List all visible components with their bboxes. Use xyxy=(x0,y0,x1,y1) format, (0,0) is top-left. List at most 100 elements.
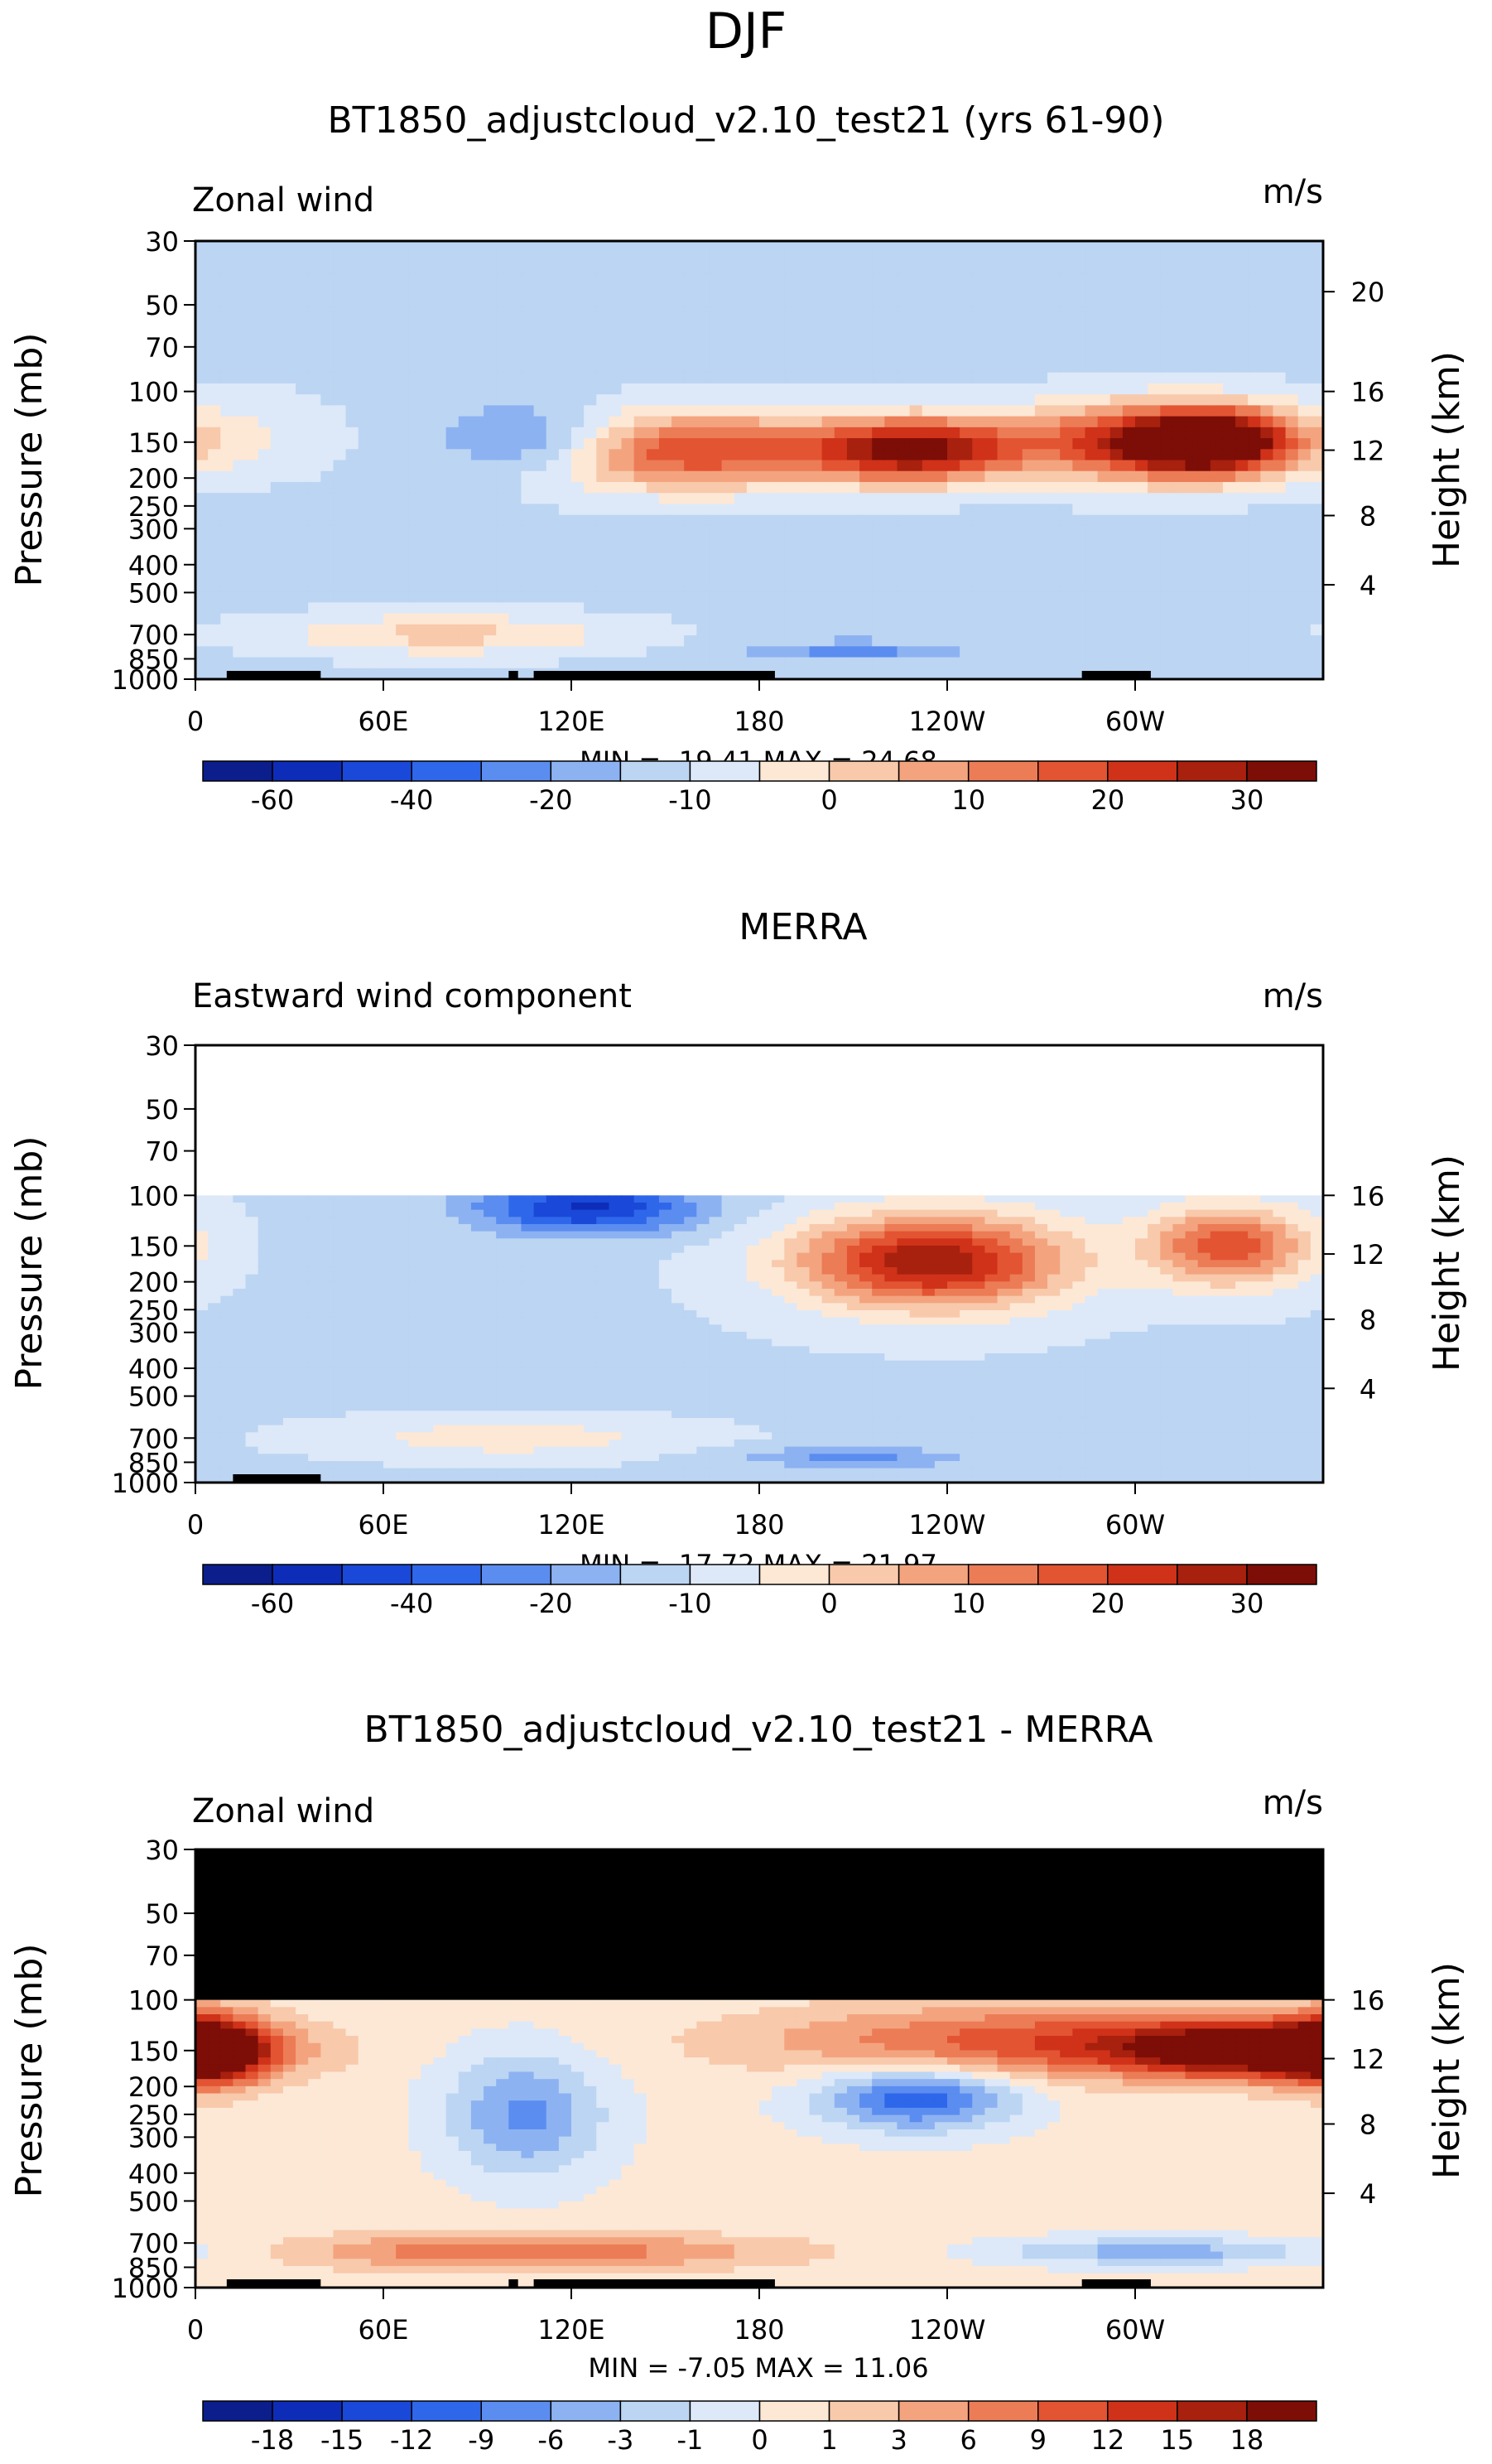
field-cell xyxy=(922,284,936,297)
field-cell xyxy=(1047,481,1061,494)
field-cell xyxy=(1022,438,1036,450)
field-cell xyxy=(208,580,221,592)
field-cell xyxy=(408,1389,421,1397)
field-cell xyxy=(859,493,873,504)
field-cell xyxy=(433,1475,447,1483)
field-cell xyxy=(458,1281,472,1290)
field-cell xyxy=(421,602,435,615)
field-cell xyxy=(834,263,848,275)
field-cell xyxy=(947,383,960,395)
field-cell xyxy=(370,1367,384,1376)
field-cell xyxy=(972,646,985,658)
colorbar-label: 30 xyxy=(1230,784,1264,816)
field-cell xyxy=(396,668,409,680)
field-cell xyxy=(508,537,522,548)
field-cell xyxy=(208,1223,221,1232)
field-cell xyxy=(1197,602,1211,615)
field-cell xyxy=(1310,263,1324,275)
field-cell xyxy=(458,1338,472,1347)
field-cell xyxy=(1097,504,1111,516)
field-cell xyxy=(370,284,384,297)
field-cell xyxy=(470,470,484,483)
field-cell xyxy=(772,328,785,340)
field-cell xyxy=(1310,504,1324,516)
field-cell xyxy=(596,1245,609,1254)
field-cell xyxy=(396,273,409,286)
field-cell xyxy=(358,1295,372,1304)
field-cell xyxy=(696,537,710,548)
field-cell xyxy=(584,361,597,374)
field-cell xyxy=(508,328,522,340)
field-cell xyxy=(997,525,1011,538)
field-cell xyxy=(1172,525,1186,538)
field-cell xyxy=(596,1202,609,1211)
field-cell xyxy=(383,284,397,297)
field-cell xyxy=(746,646,760,658)
field-cell xyxy=(233,1281,247,1290)
field-cell xyxy=(233,1346,247,1354)
field-cell xyxy=(458,1324,472,1333)
field-cell xyxy=(884,537,898,548)
field-cell xyxy=(759,317,772,330)
field-cell xyxy=(470,1475,484,1483)
field-cell xyxy=(546,1396,560,1405)
field-cell xyxy=(220,1367,233,1376)
field-cell xyxy=(484,537,497,548)
field-cell xyxy=(922,504,936,516)
field-cell xyxy=(846,602,860,615)
field-cell xyxy=(1148,635,1161,647)
field-cell xyxy=(1285,449,1299,461)
field-cell xyxy=(621,306,635,319)
field-cell xyxy=(684,394,697,406)
field-cell xyxy=(960,657,973,669)
field-cell xyxy=(1047,361,1061,374)
field-cell xyxy=(709,372,723,384)
field-cell xyxy=(558,613,572,625)
field-cell xyxy=(1310,273,1324,286)
field-cell xyxy=(208,1231,221,1239)
field-cell xyxy=(1060,263,1073,275)
field-cell xyxy=(1248,372,1261,384)
field-cell xyxy=(208,350,221,363)
field-cell xyxy=(433,1389,447,1397)
field-cell xyxy=(345,1374,359,1383)
field-cell xyxy=(484,1266,497,1275)
field-cell xyxy=(1034,514,1048,527)
field-cell xyxy=(333,241,347,253)
field-cell xyxy=(960,317,973,330)
field-cell xyxy=(195,449,209,461)
field-cell xyxy=(1160,328,1173,340)
field-cell xyxy=(470,668,484,680)
field-cell xyxy=(797,624,811,636)
field-cell xyxy=(296,1202,309,1211)
field-cell xyxy=(1148,460,1161,472)
field-cell xyxy=(596,1317,609,1325)
field-cell xyxy=(571,1432,585,1440)
field-cell xyxy=(671,273,685,286)
field-cell xyxy=(1235,241,1249,253)
field-cell xyxy=(934,383,948,395)
field-cell xyxy=(282,361,296,374)
field-cell xyxy=(383,1303,397,1311)
field-cell xyxy=(195,1195,209,1203)
field-cell xyxy=(270,1439,284,1448)
field-cell xyxy=(922,252,936,264)
field-cell xyxy=(721,252,735,264)
field-cell xyxy=(1022,284,1036,297)
field-cell xyxy=(558,1360,572,1368)
field-cell xyxy=(596,613,609,625)
field-cell xyxy=(1148,427,1161,439)
field-cell xyxy=(245,1295,259,1304)
field-cell xyxy=(1222,296,1236,307)
field-cell xyxy=(558,241,572,253)
field-cell xyxy=(333,646,347,658)
field-cell xyxy=(1060,602,1073,615)
field-cell xyxy=(533,1396,547,1405)
field-cell xyxy=(445,1202,460,1211)
field-cell xyxy=(195,580,209,592)
field-cell xyxy=(947,438,960,450)
field-cell xyxy=(396,493,409,504)
field-cell xyxy=(220,1295,233,1304)
field-cell xyxy=(671,635,685,647)
field-cell xyxy=(1009,470,1023,483)
